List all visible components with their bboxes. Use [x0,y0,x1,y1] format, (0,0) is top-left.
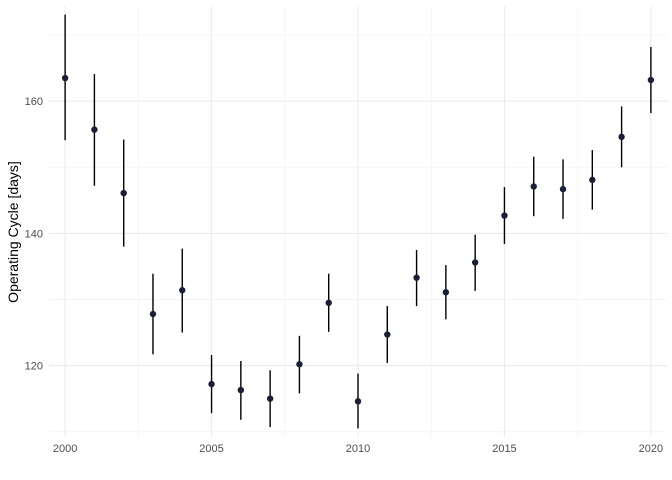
data-point [471,259,479,266]
data-point [589,176,596,184]
data-point [61,74,69,82]
data-point [530,183,537,190]
data-point [296,361,303,368]
data-point [618,133,625,141]
data-point [384,331,391,338]
data-point [179,287,186,294]
y-axis-title: Operating Cycle [days] [5,161,21,303]
data-point [413,274,420,281]
x-tick-label: 2010 [346,443,370,455]
data-point [91,126,98,133]
x-tick-label: 2015 [492,443,516,455]
data-point [354,398,362,405]
x-tick-labels: 2000 2005 2010 2015 2020 [53,443,663,455]
data-point [237,386,245,394]
data-point [149,310,157,318]
data-point [559,185,567,193]
data-point [442,289,450,296]
data-marks [61,14,655,429]
x-tick-label: 2000 [53,443,77,455]
y-tick-labels: 120 140 160 [25,96,43,372]
x-tick-label: 2020 [639,443,663,455]
y-tick-label: 140 [25,228,43,240]
y-tick-label: 160 [25,96,43,108]
x-tick-label: 2005 [199,443,223,455]
data-point [120,189,127,197]
data-point [501,212,508,219]
data-point [647,76,655,84]
data-point [325,299,332,307]
data-point [266,395,274,402]
y-tick-label: 120 [25,361,43,373]
data-point [208,380,215,388]
grid [49,6,667,437]
